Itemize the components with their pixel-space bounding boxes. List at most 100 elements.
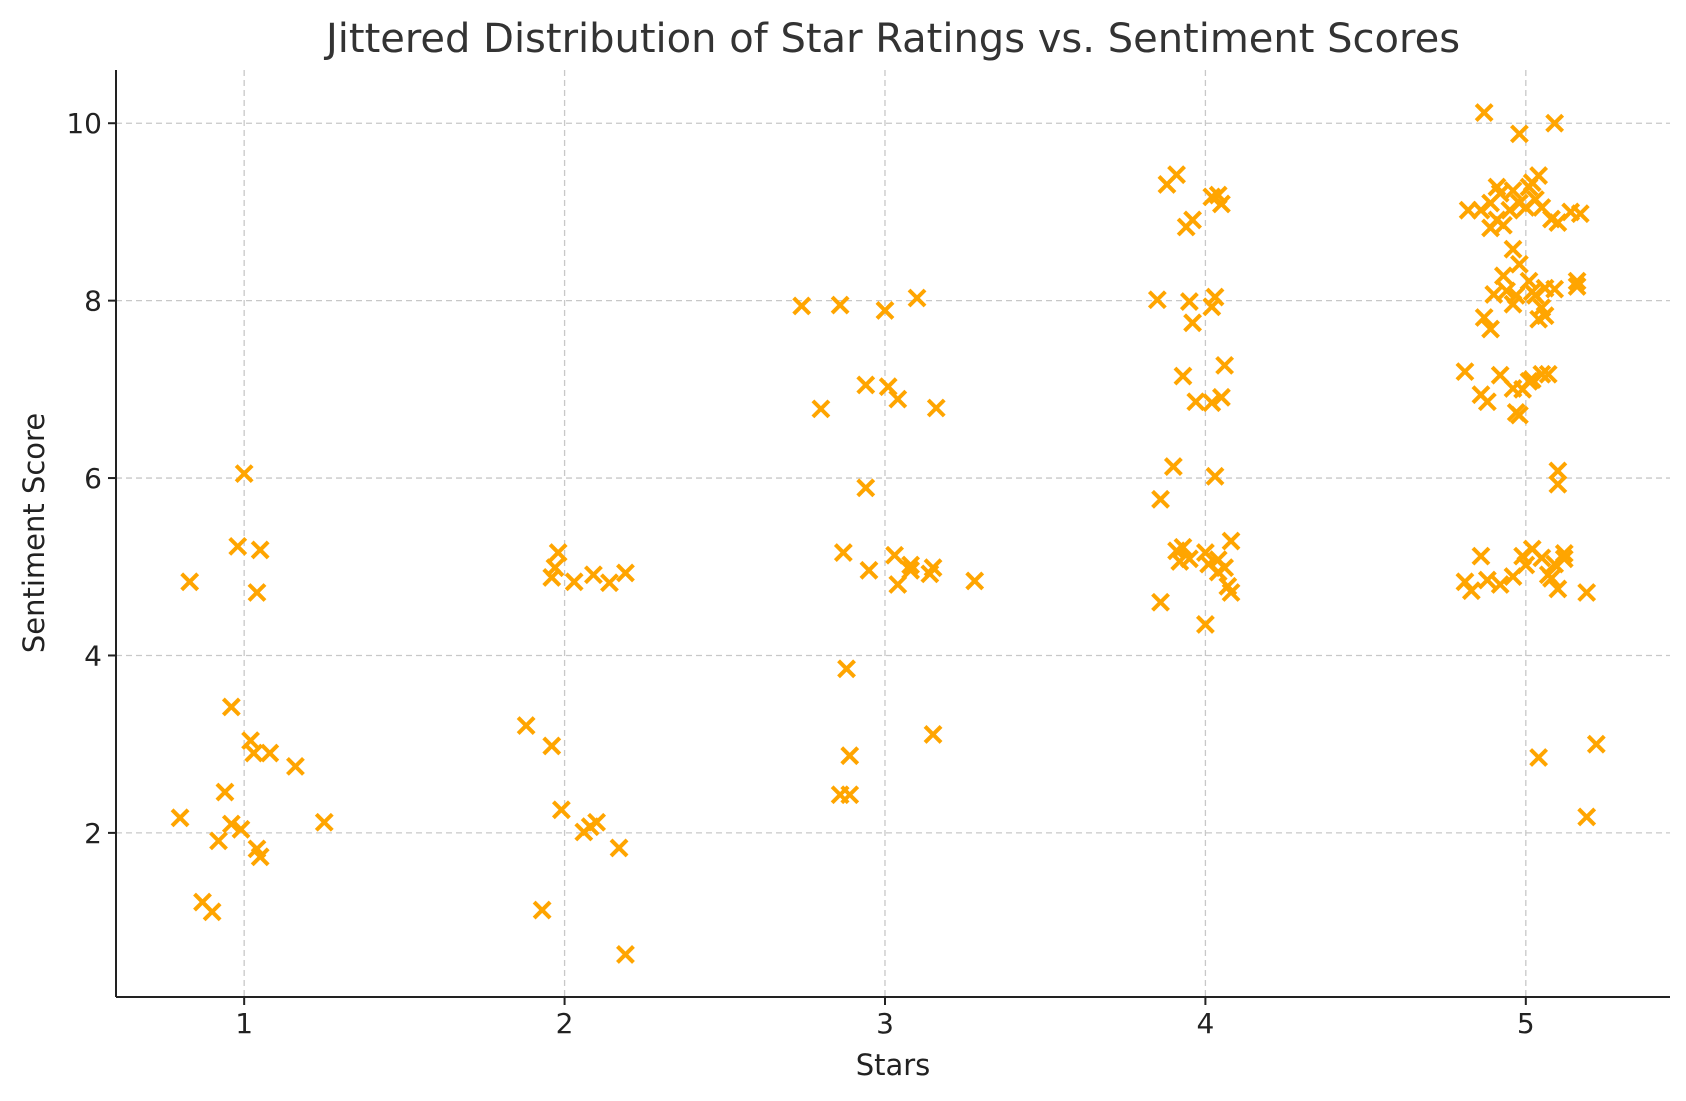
data-point bbox=[830, 295, 850, 315]
data-point bbox=[260, 743, 280, 763]
data-point bbox=[1519, 271, 1539, 291]
data-point bbox=[888, 575, 908, 594]
x-tick-label: 2 bbox=[556, 1007, 574, 1040]
data-point bbox=[1509, 254, 1529, 274]
data-point bbox=[901, 560, 921, 580]
data-point bbox=[1212, 194, 1231, 214]
data-point bbox=[170, 808, 190, 828]
data-point bbox=[1538, 364, 1558, 384]
data-point bbox=[1221, 531, 1241, 551]
axis-ticks: 1 2 3 4 5 2 4 6 8 10 bbox=[66, 107, 1534, 1040]
data-point bbox=[1186, 392, 1206, 412]
data-point bbox=[856, 375, 876, 395]
data-point bbox=[1497, 281, 1517, 301]
data-point bbox=[1167, 165, 1186, 185]
data-point bbox=[1163, 457, 1183, 476]
data-point bbox=[1503, 239, 1523, 259]
data-point bbox=[548, 543, 568, 562]
data-point bbox=[247, 583, 267, 602]
data-point bbox=[1215, 355, 1235, 375]
data-point bbox=[1474, 308, 1494, 327]
data-point bbox=[1484, 285, 1504, 304]
x-tick-label: 1 bbox=[235, 1007, 253, 1040]
data-point bbox=[1490, 575, 1510, 594]
data-point bbox=[1179, 292, 1199, 311]
data-point bbox=[234, 464, 254, 484]
data-point bbox=[542, 567, 562, 587]
data-point bbox=[250, 847, 270, 867]
y-tick-label: 6 bbox=[84, 462, 102, 495]
y-tick-label: 10 bbox=[66, 107, 102, 140]
data-point bbox=[1215, 558, 1235, 578]
data-point bbox=[1554, 549, 1574, 569]
data-point bbox=[1151, 592, 1170, 612]
data-point bbox=[209, 831, 228, 851]
data-point bbox=[616, 563, 635, 583]
data-point bbox=[885, 545, 905, 565]
data-point bbox=[202, 902, 222, 922]
data-point bbox=[1503, 294, 1523, 314]
data-point bbox=[228, 536, 248, 556]
data-point bbox=[551, 800, 571, 820]
data-point bbox=[250, 540, 270, 560]
data-point bbox=[1567, 277, 1587, 296]
data-point bbox=[1545, 279, 1565, 299]
data-point bbox=[923, 725, 943, 744]
data-point bbox=[811, 399, 831, 419]
data-point bbox=[1481, 218, 1500, 238]
data-point bbox=[286, 756, 305, 776]
data-point bbox=[833, 543, 853, 562]
data-point bbox=[221, 814, 241, 834]
data-point bbox=[1455, 362, 1475, 382]
data-point bbox=[792, 296, 812, 316]
data-point bbox=[856, 478, 876, 498]
data-point bbox=[907, 288, 927, 308]
data-point bbox=[1548, 474, 1568, 494]
data-point bbox=[1151, 489, 1170, 509]
data-point bbox=[1195, 615, 1215, 634]
data-point bbox=[584, 565, 603, 585]
data-point bbox=[1173, 537, 1193, 557]
data-point bbox=[859, 560, 879, 580]
data-point bbox=[1474, 103, 1494, 122]
data-point bbox=[1570, 204, 1590, 224]
data-point bbox=[1542, 568, 1561, 588]
data-point bbox=[1529, 166, 1549, 185]
x-tick-label: 5 bbox=[1517, 1007, 1535, 1040]
data-point bbox=[1461, 581, 1481, 601]
x-tick-label: 3 bbox=[876, 1007, 894, 1040]
data-point bbox=[1205, 466, 1225, 486]
data-point bbox=[532, 900, 552, 920]
data-point bbox=[1471, 546, 1491, 566]
data-point bbox=[244, 743, 264, 763]
data-point bbox=[616, 945, 635, 964]
data-point bbox=[1545, 113, 1565, 133]
data-point bbox=[1183, 313, 1202, 333]
data-point bbox=[926, 398, 946, 418]
data-point bbox=[965, 571, 985, 591]
data-point bbox=[1529, 309, 1549, 329]
chart-title: Jittered Distribution of Star Ratings vs… bbox=[323, 16, 1460, 62]
data-point bbox=[1529, 748, 1549, 767]
data-point bbox=[564, 572, 584, 592]
y-tick-label: 2 bbox=[84, 817, 102, 850]
gridlines bbox=[116, 70, 1670, 997]
data-point bbox=[1477, 570, 1497, 590]
data-point bbox=[901, 555, 921, 575]
data-point bbox=[1509, 405, 1529, 425]
data-point bbox=[231, 819, 251, 839]
data-point bbox=[1577, 583, 1597, 602]
x-axis-label: Stars bbox=[856, 1048, 931, 1082]
data-point bbox=[1532, 364, 1552, 384]
data-point bbox=[221, 697, 241, 717]
data-point bbox=[1554, 544, 1574, 563]
data-point bbox=[1183, 210, 1202, 230]
data-point bbox=[1567, 271, 1587, 291]
x-tick-label: 4 bbox=[1196, 1007, 1214, 1040]
data-point bbox=[1147, 290, 1167, 310]
data-point bbox=[600, 573, 619, 593]
data-point bbox=[875, 300, 895, 320]
data-point bbox=[1577, 807, 1597, 827]
data-point bbox=[1477, 392, 1497, 412]
